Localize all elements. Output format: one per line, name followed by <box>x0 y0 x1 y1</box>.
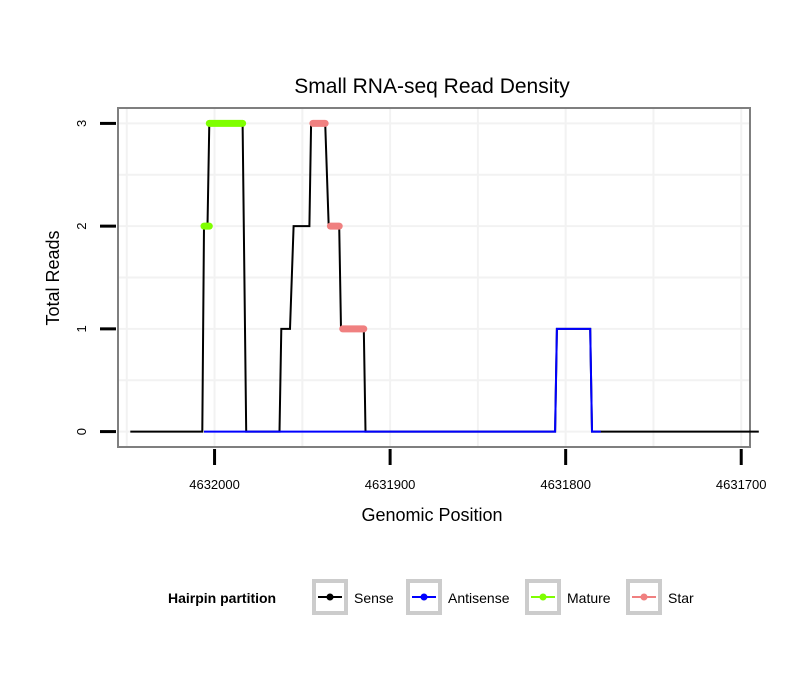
x-axis-title: Genomic Position <box>361 505 502 525</box>
axes: 4632000 4631900 4631800 4631700 0 1 2 3 <box>74 120 767 492</box>
legend: Hairpin partition Sense Antisense Mature St… <box>168 579 694 615</box>
legend-title: Hairpin partition <box>168 590 276 606</box>
chart-title: Small RNA-seq Read Density <box>294 75 570 98</box>
legend-label-sense: Sense <box>354 590 394 606</box>
legend-dot-mature <box>539 593 547 601</box>
y-tick-label: 1 <box>74 325 89 332</box>
legend-label-antisense: Antisense <box>448 590 510 606</box>
y-tick-label: 2 <box>74 223 89 230</box>
series-antisense-line <box>204 327 601 433</box>
x-tick-label: 4631900 <box>365 477 416 492</box>
x-tick-label: 4631800 <box>540 477 591 492</box>
x-tick-label: 4632000 <box>189 477 240 492</box>
legend-label-star: Star <box>668 590 694 606</box>
y-axis-title: Total Reads <box>43 230 63 325</box>
y-tick-label: 0 <box>74 428 89 435</box>
x-tick-label: 4631700 <box>716 477 767 492</box>
series-layer <box>130 119 759 433</box>
legend-dot-antisense <box>420 593 428 601</box>
legend-dot-star <box>640 593 648 601</box>
legend-label-mature: Mature <box>567 590 611 606</box>
y-tick-label: 3 <box>74 120 89 127</box>
panel-border <box>117 107 751 448</box>
legend-dot-sense <box>326 593 334 601</box>
grid <box>118 108 750 447</box>
